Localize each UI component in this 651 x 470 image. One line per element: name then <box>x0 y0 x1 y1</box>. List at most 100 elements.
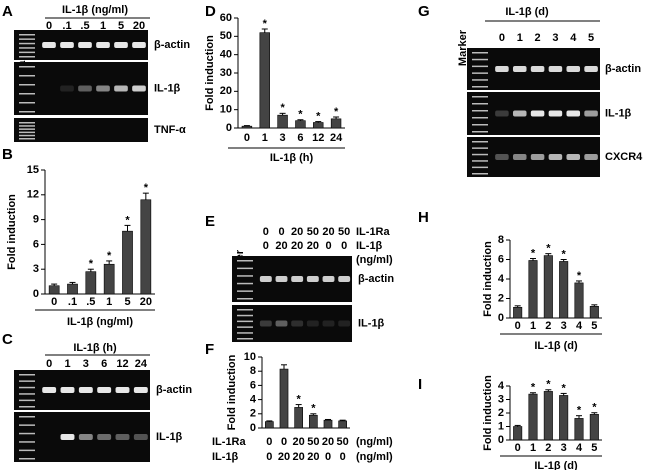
x-tick-label: 0 <box>51 296 57 308</box>
panel-letter: B <box>2 146 13 163</box>
gel-band <box>584 154 598 160</box>
lane-label: 0 <box>46 20 52 32</box>
x-tick-label: 20 <box>293 436 305 448</box>
gel-image <box>232 305 352 342</box>
ladder-band <box>472 79 488 81</box>
error-bar <box>69 281 76 285</box>
error-bar <box>315 121 322 123</box>
gel-band <box>306 276 319 282</box>
significance-mark: * <box>546 243 551 255</box>
gel-band <box>530 154 545 160</box>
lane-label: 20 <box>291 226 303 238</box>
x-tick-label: 0 <box>244 132 250 144</box>
gel-header: IL-1β (d) <box>505 6 549 18</box>
significance-mark: * <box>297 393 302 405</box>
x-tick-label: 20 <box>293 451 305 463</box>
x-tick-label: 0 <box>266 451 272 463</box>
panel-letter: E <box>205 213 215 230</box>
significance-mark: * <box>263 18 268 30</box>
y-tick-label: 0 <box>33 288 39 300</box>
error-bar <box>591 304 598 307</box>
bar <box>528 260 538 319</box>
bar <box>589 305 599 319</box>
ladder-band <box>237 332 253 334</box>
error-bar <box>281 364 287 370</box>
x-axis-label: IL-1β (ng/ml) <box>67 316 133 328</box>
ladder-band <box>19 386 35 389</box>
band-label: β-actin <box>156 384 192 396</box>
ladder-band <box>237 326 253 328</box>
bar <box>559 261 569 319</box>
lane-label: 0 <box>341 240 347 252</box>
x-tick-label: 3 <box>561 320 567 332</box>
x-tick-label: 0 <box>515 320 521 332</box>
x-tick-label: 3 <box>561 442 567 454</box>
y-tick-label: 6 <box>498 253 504 265</box>
ladder-band <box>472 103 488 105</box>
lane-label: 4 <box>570 32 577 44</box>
gel-band <box>133 387 148 393</box>
lane-label: 0 <box>263 226 269 238</box>
gel-band <box>548 154 563 160</box>
lane-label: 0 <box>278 226 284 238</box>
x-tick-label: 50 <box>337 436 349 448</box>
significance-mark: * <box>546 379 551 391</box>
panel-letter: H <box>418 209 429 226</box>
bar <box>513 306 523 319</box>
gel-band <box>96 42 110 48</box>
gel-band <box>584 66 598 72</box>
x-tick-label: 20 <box>307 451 319 463</box>
y-tick-label: 6 <box>250 379 256 391</box>
y-axis-label: Fold induction <box>226 354 238 430</box>
bar <box>528 393 538 441</box>
ladder-band <box>19 138 35 140</box>
band-label: β-actin <box>154 39 190 51</box>
gel-band <box>259 320 272 327</box>
ladder-band <box>19 424 35 426</box>
ladder-band <box>237 309 253 311</box>
error-bar <box>545 389 552 392</box>
panel-letter: G <box>418 3 430 20</box>
gel-band <box>495 66 509 72</box>
gel-band <box>495 154 509 160</box>
band-label: β-actin <box>358 273 394 285</box>
error-bar <box>106 260 113 265</box>
lane-label: 5 <box>588 32 594 44</box>
gel-band <box>530 110 545 117</box>
error-bar <box>279 112 286 116</box>
gel-band <box>512 110 527 117</box>
band-label: IL-1β <box>156 431 183 443</box>
bar <box>277 114 288 129</box>
ladder-band <box>19 56 35 58</box>
lane-label: 0 <box>325 240 331 252</box>
ladder-band <box>19 42 35 45</box>
error-bar <box>339 419 346 421</box>
gel-band <box>306 320 319 327</box>
ladder-band <box>472 131 488 133</box>
significance-mark: * <box>89 258 94 270</box>
error-bar <box>142 192 149 200</box>
y-tick-label: 1 <box>498 420 504 432</box>
y-tick-label: 12 <box>27 189 39 201</box>
ladder-band <box>472 166 488 169</box>
bar <box>294 407 303 429</box>
x-tick-label: 1 <box>530 442 536 454</box>
gel-band <box>548 110 563 117</box>
significance-mark: * <box>280 102 285 114</box>
bar <box>323 419 333 429</box>
gel-band <box>338 320 351 327</box>
x-tick-label: 0 <box>340 451 346 463</box>
y-tick-label: 20 <box>220 85 232 97</box>
gel-band <box>78 434 93 440</box>
x-tick-label: 20 <box>322 436 334 448</box>
x-tick-label: 4 <box>576 320 583 332</box>
category-row-unit: (ng/ml) <box>356 436 393 448</box>
ladder-band <box>19 441 35 443</box>
significance-mark: * <box>298 109 303 121</box>
gel-header: IL-1β (h) <box>73 342 117 354</box>
x-tick-label: 50 <box>307 436 319 448</box>
ladder-band <box>19 125 35 127</box>
bar <box>308 414 318 429</box>
lane-label: 20 <box>133 20 145 32</box>
error-bar <box>51 283 58 286</box>
